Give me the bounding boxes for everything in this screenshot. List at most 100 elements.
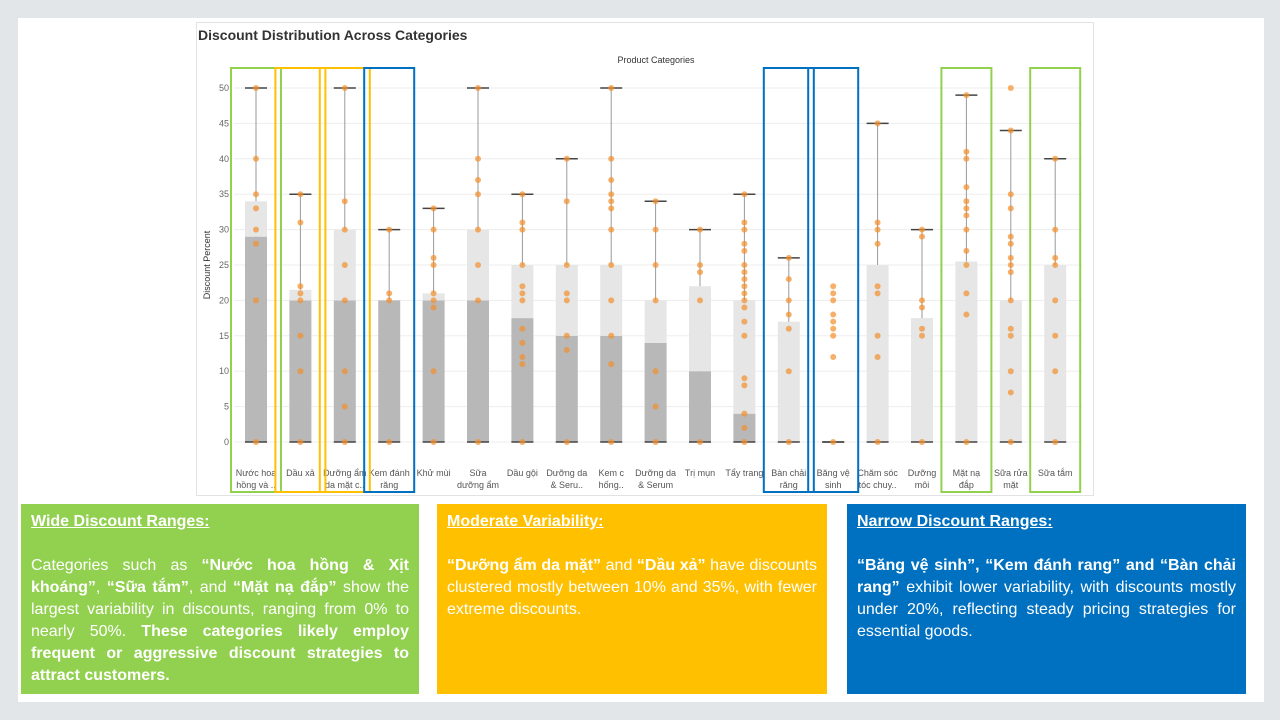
point-16-8	[963, 198, 970, 205]
point-18-7	[1052, 155, 1059, 162]
point-11-11	[741, 276, 748, 283]
point-12-4	[785, 297, 792, 304]
point-15-6	[919, 226, 925, 233]
point-13-8	[830, 283, 837, 290]
panel-wide-text-5: “Mặt nạ đắp”	[232, 579, 337, 596]
point-3-1	[386, 297, 393, 304]
point-0-7	[253, 85, 259, 91]
point-17-2	[1007, 368, 1014, 375]
point-18-1	[1052, 368, 1059, 375]
point-15-1	[919, 332, 925, 339]
point-8-5	[608, 226, 615, 233]
point-9-6	[652, 198, 659, 205]
point-2-5	[341, 226, 348, 233]
category-label-16-line-1: đắp	[959, 480, 974, 490]
point-2-7	[341, 85, 348, 91]
category-label-9-line-0: Dưỡng da	[635, 468, 676, 478]
point-3-3	[386, 226, 393, 233]
point-6-3	[519, 339, 526, 346]
point-18-5	[1052, 254, 1059, 261]
point-12-6	[785, 254, 792, 261]
point-4-5	[430, 262, 437, 268]
point-6-6	[519, 290, 526, 297]
category-label-2: Dưỡng ẩm da mặt c..	[323, 468, 366, 490]
category-label-7-line-1: & Seru..	[551, 480, 584, 490]
point-4-1	[430, 368, 437, 375]
point-17-3	[1007, 332, 1014, 339]
point-14-2	[874, 332, 881, 339]
category-label-12-line-1: răng	[780, 480, 798, 490]
panel-narrow-body: “Băng vệ sinh”, “Kem đánh rang” and “Bàn…	[857, 555, 1236, 643]
highlight-frame-0	[230, 67, 282, 493]
box-lower-0	[245, 236, 267, 442]
point-8-4	[608, 262, 615, 268]
box-upper-11	[733, 300, 756, 414]
point-11-6	[741, 318, 748, 325]
y-tick-45: 45	[219, 118, 229, 128]
box-upper-18	[1044, 265, 1067, 442]
highlight-frame-18	[1029, 67, 1082, 493]
panel-moderate-heading: Moderate Variability:	[447, 513, 604, 530]
point-8-8	[608, 191, 615, 198]
point-13-0	[830, 439, 837, 445]
point-6-11	[519, 191, 526, 198]
point-11-10	[741, 283, 748, 290]
point-1-7	[297, 191, 304, 198]
point-2-6	[341, 198, 348, 205]
category-label-13-line-0: Băng vệ	[817, 468, 850, 478]
panel-wide-body: Categories such as “Nước hoa hồng & Xịt …	[31, 555, 409, 687]
y-tick-40: 40	[219, 154, 229, 164]
point-0-1	[253, 297, 259, 304]
point-13-4	[830, 318, 837, 325]
point-15-2	[919, 325, 925, 332]
category-label-18: Sữa tắm	[1038, 468, 1073, 478]
y-axis-label: Discount Percent	[202, 230, 212, 299]
category-label-12: Bàn chải răng	[771, 468, 806, 490]
point-4-7	[430, 226, 437, 233]
point-7-6	[563, 198, 570, 205]
category-label-13-line-1: sinh	[825, 480, 842, 490]
point-2-3	[341, 297, 348, 304]
highlight-frame-2	[318, 67, 371, 493]
category-label-14: Chăm sóc tóc chuy..	[857, 468, 898, 490]
box-14	[866, 122, 889, 443]
point-7-1	[563, 346, 570, 353]
point-17-5	[1007, 297, 1014, 304]
box-10	[689, 228, 711, 443]
point-13-2	[830, 332, 837, 339]
highlight-frames	[230, 67, 1082, 493]
panel-wide-text-4: , and	[188, 579, 233, 596]
point-8-3	[608, 297, 615, 304]
point-7-3	[563, 297, 570, 304]
point-18-6	[1052, 226, 1059, 233]
panel-wide-discount-ranges: Wide Discount Ranges: Categories such as…	[21, 504, 419, 694]
point-4-8	[430, 205, 437, 212]
category-label-1-line-0: Dầu xả	[286, 468, 315, 478]
point-17-8	[1007, 254, 1014, 261]
point-11-17	[741, 219, 748, 226]
y-tick-10: 10	[219, 366, 229, 376]
y-tick-35: 35	[219, 189, 229, 199]
point-16-7	[963, 205, 970, 212]
panel-wide-heading: Wide Discount Ranges:	[31, 513, 210, 530]
point-15-5	[919, 233, 925, 240]
point-16-4	[963, 247, 970, 254]
category-label-7: Dưỡng da & Seru..	[546, 468, 587, 490]
category-label-5: Sữa dưỡng ẩm	[457, 468, 499, 490]
category-label-11-line-0: Tẩy trang	[725, 468, 763, 478]
category-label-12-line-0: Bàn chải	[771, 468, 806, 478]
category-label-4-line-0: Khử mùi	[417, 468, 451, 478]
point-12-3	[785, 311, 792, 318]
category-label-14-line-0: Chăm sóc	[857, 468, 898, 478]
point-11-2	[741, 410, 748, 417]
point-11-9	[741, 290, 748, 297]
category-label-4: Khử mùi	[417, 468, 451, 478]
category-label-0: Nước hoa hồng và ..	[236, 468, 276, 490]
point-6-1	[519, 361, 526, 368]
category-label-10: Trị mụn	[685, 468, 715, 478]
point-4-6	[430, 254, 437, 261]
point-0-3	[253, 226, 259, 233]
box-lower-5	[467, 300, 489, 442]
point-14-5	[874, 240, 881, 247]
point-6-7	[519, 283, 526, 290]
